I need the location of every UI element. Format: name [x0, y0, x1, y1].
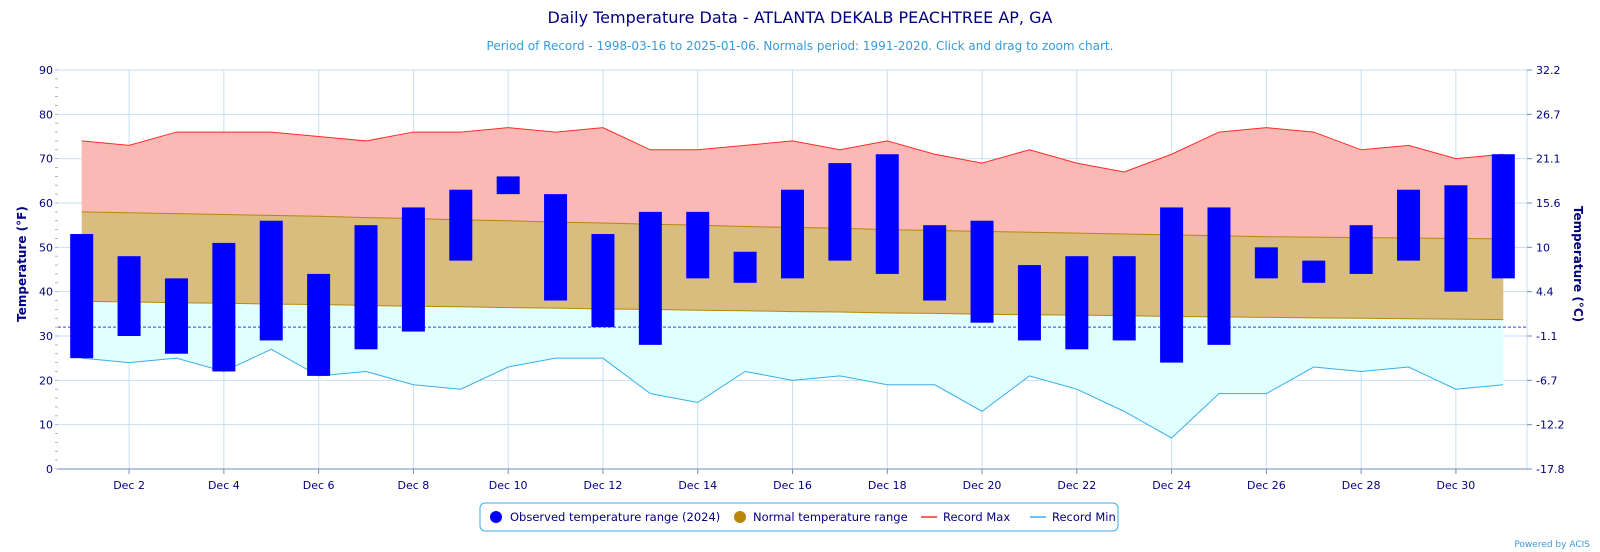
- observed-bar: [591, 234, 615, 328]
- y-tick-label: 30: [39, 330, 53, 343]
- y-tick-label: 60: [39, 197, 53, 210]
- observed-bar: [354, 225, 378, 350]
- y2-tick-label: -17.8: [1536, 463, 1564, 476]
- observed-bar: [1160, 207, 1184, 363]
- y-tick-label: 70: [39, 153, 53, 166]
- legend-observed-marker: [490, 511, 502, 523]
- legend-item-record-min[interactable]: Record Min: [1030, 510, 1116, 524]
- legend-item-normal[interactable]: Normal temperature range: [734, 510, 908, 524]
- observed-bar: [1349, 225, 1373, 274]
- legend-normal-marker: [734, 511, 746, 523]
- x-tick-label: Dec 26: [1247, 479, 1286, 492]
- credit-link[interactable]: Powered by ACIS: [1514, 540, 1590, 550]
- observed-bar: [544, 194, 568, 301]
- observed-bar: [164, 278, 188, 354]
- observed-bars: [70, 154, 1515, 376]
- observed-bar: [970, 220, 994, 323]
- y-tick-label: 50: [39, 241, 53, 254]
- observed-bar: [1302, 260, 1326, 283]
- y-tick-label: 20: [39, 374, 53, 387]
- legend-record-max-label: Record Max: [943, 510, 1010, 524]
- observed-bar: [1017, 265, 1041, 341]
- observed-bar: [117, 256, 141, 336]
- x-tick-label: Dec 24: [1152, 479, 1191, 492]
- observed-bar: [875, 154, 899, 274]
- observed-bar: [1065, 256, 1089, 350]
- legend-record-min-label: Record Min: [1052, 510, 1116, 524]
- observed-bar: [1397, 189, 1421, 261]
- x-tick-label: Dec 14: [678, 479, 717, 492]
- record-max-line: [81, 127, 1504, 173]
- y2-tick-label: -1.1: [1536, 330, 1557, 343]
- observed-bar: [1254, 247, 1278, 279]
- record-min-area: [81, 301, 1504, 438]
- observed-bar: [449, 189, 473, 261]
- observed-bar: [1491, 154, 1515, 279]
- y2-tick-label: -12.2: [1536, 419, 1564, 432]
- observed-bar: [828, 163, 852, 261]
- observed-bar: [733, 251, 757, 283]
- y2-tick-label: 21.1: [1536, 153, 1561, 166]
- y2-axis-title: Temperature (°C): [1571, 206, 1585, 322]
- legend: Observed temperature range (2024) Normal…: [479, 502, 1119, 532]
- legend-normal-label: Normal temperature range: [753, 510, 908, 524]
- observed-bar: [70, 234, 94, 359]
- observed-bar: [307, 273, 331, 376]
- observed-bar: [781, 189, 804, 279]
- record-max-area: [81, 127, 1504, 239]
- y-axis-right: -17.8 -12.2 -6.7 -1.1 4.4 10 15.6 21.1 26.7 32.2: [1526, 64, 1564, 476]
- observed-bar: [259, 220, 283, 341]
- y2-tick-label: 4.4: [1536, 286, 1554, 299]
- observed-bar: [1112, 256, 1136, 341]
- y-axis-left: 0 10 20 30 40 50 60 70 80 90: [39, 64, 53, 476]
- x-tick-label: Dec 18: [868, 479, 907, 492]
- y2-tick-label: 32.2: [1536, 64, 1561, 77]
- x-tick-label: Dec 4: [208, 479, 240, 492]
- y-tick-label: 0: [46, 463, 53, 476]
- observed-bar: [401, 207, 425, 332]
- x-tick-label: Dec 16: [773, 479, 812, 492]
- observed-bar: [1444, 185, 1468, 292]
- y-tick-label: 10: [39, 419, 53, 432]
- y2-tick-label: 15.6: [1536, 197, 1561, 210]
- legend-observed-label: Observed temperature range (2024): [510, 510, 720, 524]
- legend-box: [479, 502, 1119, 532]
- x-tick-label: Dec 8: [398, 479, 430, 492]
- observed-bar: [1207, 207, 1231, 345]
- x-tick-label: Dec 28: [1342, 479, 1381, 492]
- chart-title: Daily Temperature Data - ATLANTA DEKALB …: [548, 8, 1053, 27]
- chart-subtitle: Period of Record - 1998-03-16 to 2025-01…: [487, 39, 1114, 53]
- x-tick-label: Dec 6: [303, 479, 335, 492]
- legend-item-record-max[interactable]: Record Max: [921, 510, 1010, 524]
- observed-bar: [638, 211, 662, 345]
- y2-tick-label: -6.7: [1536, 374, 1557, 387]
- x-tick-label: Dec 2: [113, 479, 145, 492]
- y2-tick-label: 26.7: [1536, 108, 1561, 121]
- x-tick-label: Dec 20: [963, 479, 1002, 492]
- y-tick-label: 40: [39, 286, 53, 299]
- y-tick-label: 90: [39, 64, 53, 77]
- x-tick-label: Dec 22: [1057, 479, 1096, 492]
- y-axis-title: Temperature (°F): [15, 206, 29, 322]
- x-tick-label: Dec 12: [584, 479, 623, 492]
- observed-bar: [212, 242, 236, 372]
- x-tick-label: Dec 30: [1437, 479, 1476, 492]
- x-axis: Dec 2 Dec 4 Dec 6 Dec 8 Dec 10 Dec 12 Dec 14 De…: [58, 468, 1527, 492]
- legend-item-observed[interactable]: Observed temperature range (2024): [490, 510, 720, 524]
- observed-bar: [496, 176, 520, 195]
- x-tick-label: Dec 10: [489, 479, 528, 492]
- observed-bar: [686, 211, 710, 279]
- y-tick-label: 80: [39, 108, 53, 121]
- y2-tick-label: 10: [1536, 241, 1550, 254]
- observed-bar: [923, 225, 947, 301]
